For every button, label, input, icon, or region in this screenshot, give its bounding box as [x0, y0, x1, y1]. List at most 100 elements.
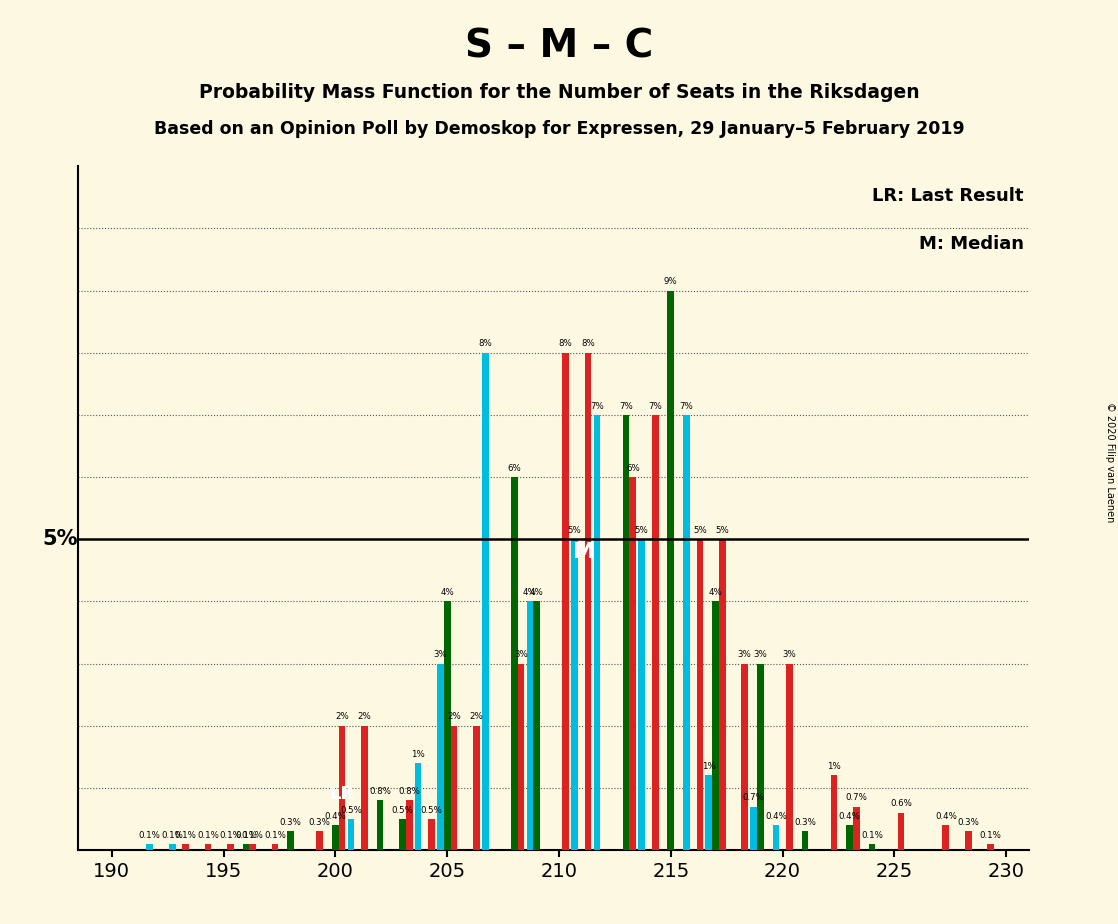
Bar: [316, 832, 323, 850]
Text: 6%: 6%: [508, 464, 521, 473]
Bar: [773, 825, 779, 850]
Text: 3%: 3%: [754, 650, 767, 659]
Text: 6%: 6%: [626, 464, 639, 473]
Text: 4%: 4%: [709, 588, 722, 597]
Text: 1%: 1%: [827, 762, 841, 772]
Text: 0.3%: 0.3%: [309, 818, 331, 827]
Bar: [451, 725, 457, 850]
Text: 0.8%: 0.8%: [398, 787, 420, 796]
Text: 8%: 8%: [559, 339, 572, 348]
Bar: [332, 825, 339, 850]
Text: 3%: 3%: [738, 650, 751, 659]
Bar: [652, 415, 659, 850]
Text: 0.1%: 0.1%: [979, 831, 1002, 840]
Bar: [757, 663, 764, 850]
Text: 0.7%: 0.7%: [845, 793, 868, 802]
Bar: [705, 775, 712, 850]
Text: M: Median: M: Median: [919, 235, 1024, 252]
Text: 0.8%: 0.8%: [369, 787, 391, 796]
Text: 0.1%: 0.1%: [174, 831, 197, 840]
Bar: [287, 832, 294, 850]
Text: 9%: 9%: [664, 277, 678, 286]
Bar: [898, 813, 904, 850]
Bar: [987, 844, 994, 850]
Bar: [205, 844, 211, 850]
Text: 0.1%: 0.1%: [197, 831, 219, 840]
Bar: [272, 844, 278, 850]
Text: 0.3%: 0.3%: [280, 818, 302, 827]
Text: 0.5%: 0.5%: [340, 806, 362, 815]
Text: 2%: 2%: [470, 712, 483, 722]
Bar: [406, 800, 413, 850]
Text: 3%: 3%: [783, 650, 796, 659]
Text: 0.4%: 0.4%: [765, 812, 787, 821]
Text: 0.1%: 0.1%: [235, 831, 257, 840]
Text: 1%: 1%: [411, 749, 425, 759]
Bar: [562, 353, 569, 850]
Bar: [533, 602, 540, 850]
Bar: [399, 819, 406, 850]
Text: 7%: 7%: [619, 402, 633, 410]
Bar: [638, 540, 645, 850]
Bar: [750, 807, 757, 850]
Bar: [667, 291, 674, 850]
Bar: [444, 602, 451, 850]
Text: 0.1%: 0.1%: [264, 831, 286, 840]
Bar: [169, 844, 176, 850]
Bar: [377, 800, 383, 850]
Bar: [965, 832, 972, 850]
Text: 5%: 5%: [716, 526, 729, 535]
Bar: [712, 602, 719, 850]
Text: 5%: 5%: [693, 526, 707, 535]
Bar: [518, 663, 524, 850]
Bar: [831, 775, 837, 850]
Bar: [182, 844, 189, 850]
Bar: [719, 540, 726, 850]
Bar: [786, 663, 793, 850]
Text: 7%: 7%: [590, 402, 604, 410]
Bar: [869, 844, 875, 850]
Bar: [511, 477, 518, 850]
Bar: [348, 819, 354, 850]
Bar: [473, 725, 480, 850]
Text: Probability Mass Function for the Number of Seats in the Riksdagen: Probability Mass Function for the Number…: [199, 83, 919, 103]
Text: 3%: 3%: [514, 650, 528, 659]
Bar: [249, 844, 256, 850]
Text: 4%: 4%: [440, 588, 454, 597]
Text: LR: Last Result: LR: Last Result: [872, 187, 1024, 205]
Text: 8%: 8%: [479, 339, 492, 348]
Text: 5%: 5%: [42, 529, 78, 549]
Bar: [853, 807, 860, 850]
Text: 3%: 3%: [434, 650, 447, 659]
Bar: [594, 415, 600, 850]
Text: 0.3%: 0.3%: [957, 818, 979, 827]
Bar: [741, 663, 748, 850]
Text: 7%: 7%: [680, 402, 693, 410]
Text: 0.4%: 0.4%: [935, 812, 957, 821]
Bar: [623, 415, 629, 850]
Text: 0.1%: 0.1%: [139, 831, 161, 840]
Text: 0.4%: 0.4%: [838, 812, 861, 821]
Bar: [482, 353, 489, 850]
Text: 0.5%: 0.5%: [391, 806, 414, 815]
Text: 0.4%: 0.4%: [324, 812, 347, 821]
Bar: [437, 663, 444, 850]
Bar: [697, 540, 703, 850]
Bar: [571, 540, 578, 850]
Text: 8%: 8%: [581, 339, 595, 348]
Bar: [339, 725, 345, 850]
Text: Based on an Opinion Poll by Demoskop for Expressen, 29 January–5 February 2019: Based on an Opinion Poll by Demoskop for…: [153, 120, 965, 138]
Bar: [942, 825, 949, 850]
Text: 5%: 5%: [635, 526, 648, 535]
Text: 2%: 2%: [358, 712, 371, 722]
Text: 5%: 5%: [568, 526, 581, 535]
Bar: [227, 844, 234, 850]
Bar: [361, 725, 368, 850]
Text: 0.1%: 0.1%: [219, 831, 241, 840]
Text: 2%: 2%: [447, 712, 461, 722]
Text: 0.1%: 0.1%: [241, 831, 264, 840]
Text: 0.5%: 0.5%: [420, 806, 443, 815]
Bar: [802, 832, 808, 850]
Text: 0.6%: 0.6%: [890, 799, 912, 808]
Text: © 2020 Filip van Laenen: © 2020 Filip van Laenen: [1106, 402, 1115, 522]
